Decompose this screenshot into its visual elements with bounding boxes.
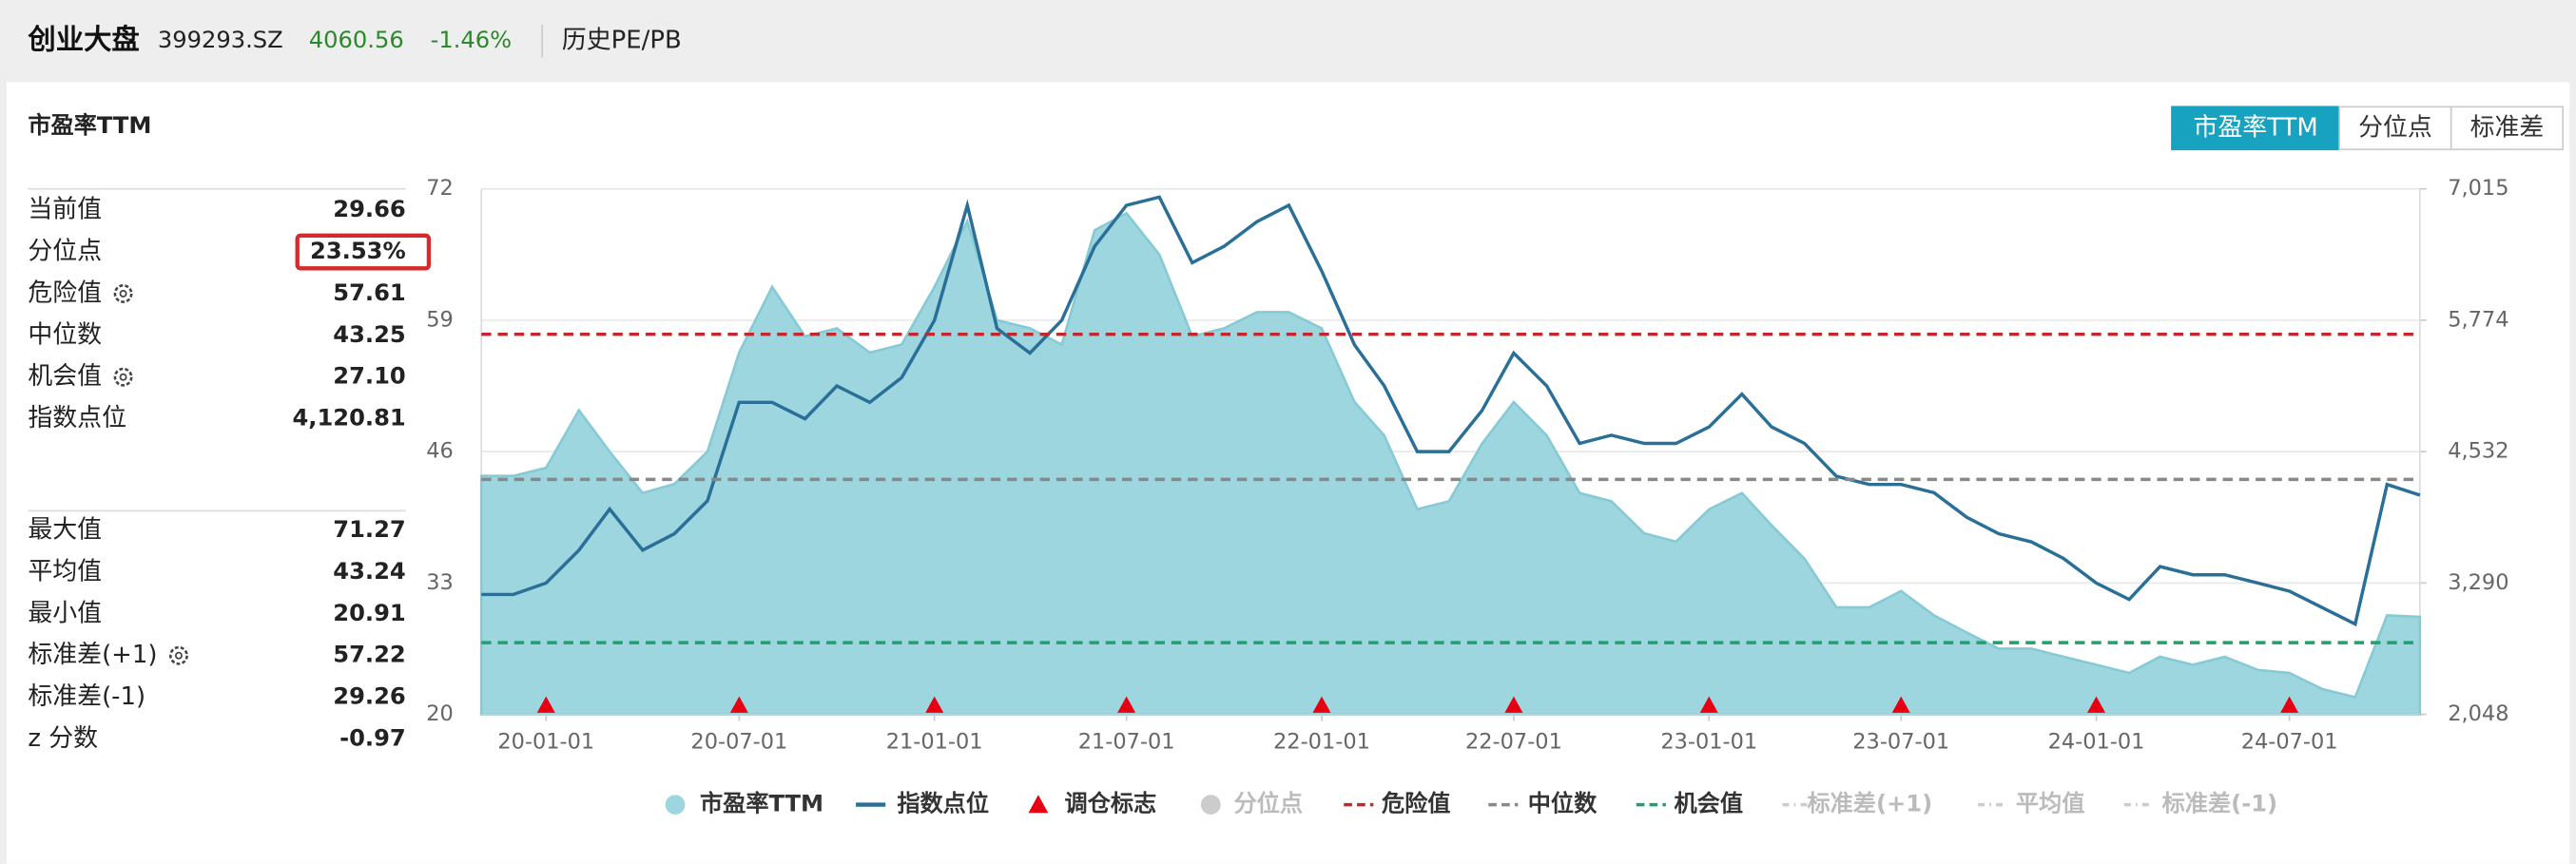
legend-symbol[interactable]	[1028, 795, 1049, 814]
y2-tick-label: 4,532	[2448, 439, 2508, 464]
settings-icon[interactable]	[113, 284, 133, 303]
rebalance-marker	[729, 696, 748, 713]
x-tick-label: 22-01-01	[1273, 729, 1370, 754]
stat-value: 57.61	[333, 279, 405, 306]
button-label[interactable]: 分位点	[2358, 113, 2432, 142]
stat-value: 43.24	[333, 558, 405, 585]
legend-label[interactable]: 指数点位	[897, 791, 989, 817]
index-line	[481, 195, 2421, 627]
pe-area	[479, 211, 2422, 716]
rebalance-marker	[1504, 696, 1523, 713]
x-tick-label: 24-01-01	[2048, 729, 2145, 754]
price: 4060.56	[309, 27, 404, 53]
x-tick-label: 23-01-01	[1660, 729, 1757, 754]
legend-label[interactable]: 机会值	[1675, 791, 1744, 817]
button-label[interactable]: 市盈率TTM	[2193, 113, 2317, 142]
stat-value: 29.66	[333, 196, 405, 222]
stat-label: 标准差(+1)	[28, 641, 157, 669]
rebalance-marker	[1891, 696, 1910, 713]
y2-tick-label: 5,774	[2448, 307, 2508, 332]
rebalance-marker	[1117, 696, 1136, 713]
settings-icon[interactable]	[113, 367, 133, 387]
legend-label[interactable]: 调仓标志	[1065, 791, 1157, 817]
stat-value: 29.26	[333, 683, 405, 710]
legend-symbol[interactable]	[1200, 795, 1221, 815]
tab[interactable]: 历史PE/PB	[562, 27, 682, 55]
stat-label: 分位点	[28, 238, 102, 266]
x-tick-label: 21-07-01	[1078, 729, 1175, 754]
stat-label: 危险值	[28, 278, 102, 307]
stat-label: 平均值	[28, 557, 102, 586]
stat-value: 43.25	[333, 321, 405, 348]
stat-label: 标准差(-1)	[28, 682, 145, 711]
index-code: 399293.SZ	[158, 27, 283, 53]
change: -1.46%	[431, 27, 513, 53]
stat-value: 27.10	[333, 363, 405, 390]
button-label[interactable]: 标准差	[2470, 113, 2545, 142]
button[interactable]	[2338, 106, 2452, 151]
rebalance-marker	[2087, 696, 2106, 713]
y2-tick-label: 7,015	[2448, 176, 2508, 201]
stat-label: 最小值	[28, 599, 102, 627]
x-tick-label: 22-07-01	[1465, 729, 1562, 754]
stat-value: 4,120.81	[292, 405, 405, 432]
settings-icon-center[interactable]	[119, 373, 127, 381]
rebalance-marker	[925, 696, 944, 713]
y-tick-label: 20	[426, 701, 454, 726]
x-tick-label: 20-07-01	[690, 729, 787, 754]
rebalance-marker	[1312, 696, 1331, 713]
stat-value: -0.97	[339, 724, 406, 751]
legend-label[interactable]: 平均值	[2016, 791, 2085, 817]
settings-icon-center[interactable]	[119, 289, 127, 298]
highlight-box	[295, 233, 432, 271]
settings-icon-center[interactable]	[174, 651, 183, 660]
x-tick-label: 24-07-01	[2241, 729, 2338, 754]
y2-tick-label: 3,290	[2448, 570, 2508, 595]
button[interactable]	[2450, 106, 2565, 151]
legend-symbol[interactable]	[665, 795, 686, 815]
rebalance-marker	[536, 696, 555, 713]
stat-label: 机会值	[28, 362, 102, 391]
legend-label[interactable]: 标准差(+1)	[1807, 791, 1932, 817]
stat-value: 57.22	[333, 642, 405, 668]
rebalance-marker	[2280, 696, 2299, 713]
x-tick-label: 23-07-01	[1852, 729, 1949, 754]
stat-label: 最大值	[28, 516, 102, 545]
legend-label[interactable]: 危险值	[1382, 791, 1451, 817]
legend-label[interactable]: 分位点	[1233, 791, 1303, 817]
y2-tick-label: 2,048	[2448, 701, 2508, 726]
stat-label: 中位数	[28, 320, 102, 349]
rebalance-marker	[1699, 696, 1718, 713]
stat-label: 当前值	[28, 196, 102, 224]
legend-label[interactable]: 市盈率TTM	[700, 791, 823, 817]
y-tick-label: 59	[426, 307, 454, 332]
y-tick-label: 46	[426, 439, 454, 464]
x-tick-label: 20-01-01	[497, 729, 594, 754]
stat-value: 71.27	[333, 516, 405, 543]
x-tick-label: 21-01-01	[886, 729, 983, 754]
stat-value: 20.91	[333, 600, 405, 626]
y-tick-label: 72	[426, 176, 454, 201]
panel-title: 市盈率TTM	[28, 112, 151, 139]
y-tick-label: 33	[426, 570, 454, 595]
stat-label: 指数点位	[28, 404, 126, 432]
stat-label: z 分数	[28, 724, 98, 753]
legend-label[interactable]: 标准差(-1)	[2162, 791, 2277, 817]
index-name: 创业大盘	[27, 24, 139, 56]
legend-label[interactable]: 中位数	[1528, 791, 1598, 817]
stat-value: 23.53%	[310, 238, 406, 264]
